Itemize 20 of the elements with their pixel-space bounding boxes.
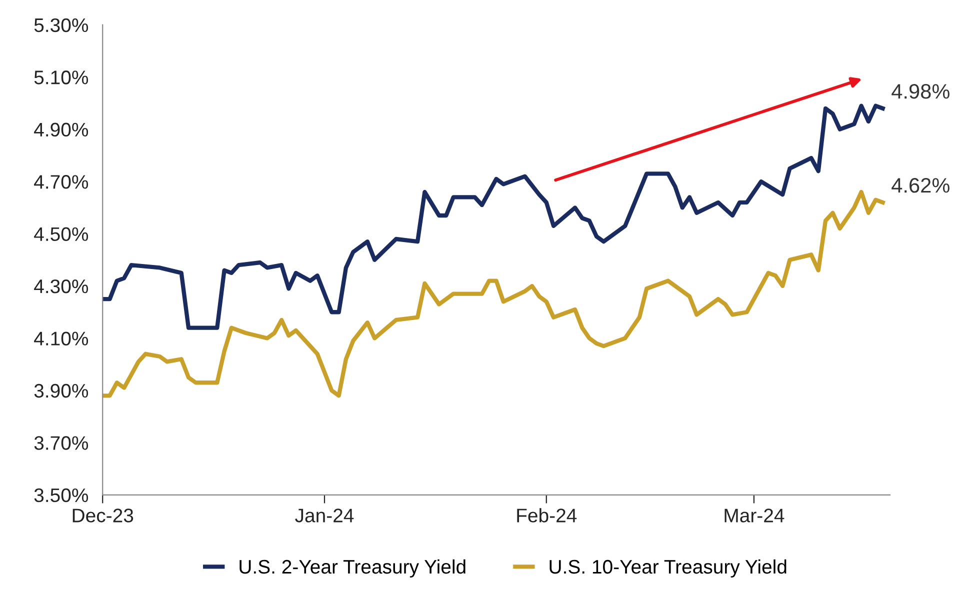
legend-label: U.S. 10-Year Treasury Yield <box>550 559 786 578</box>
legend-label: U.S. 2-Year Treasury Yield <box>240 559 466 578</box>
y-tick-label: 3.90% <box>34 384 88 398</box>
y-tick-label: 3.70% <box>34 436 88 450</box>
y-tick-label: 4.30% <box>34 279 88 294</box>
y-tick-label: 4.10% <box>34 332 88 346</box>
data-label: 4.62% <box>892 178 950 193</box>
line-series <box>102 104 885 330</box>
x-tick-label: Mar-24 <box>724 508 784 522</box>
x-tick-label: Dec-23 <box>72 508 134 522</box>
y-tick-label: 3.50% <box>34 488 88 502</box>
y-tick-label: 4.90% <box>34 122 88 137</box>
y-tick-label: 4.50% <box>34 227 88 242</box>
y-tick-label: 4.70% <box>34 175 88 189</box>
line-series <box>102 190 885 398</box>
data-label: 4.98% <box>892 84 950 99</box>
x-tick-label: Jan-24 <box>295 508 354 522</box>
y-tick-label: 5.10% <box>34 70 88 84</box>
x-tick-label: Feb-24 <box>517 508 577 522</box>
y-tick-label: 5.30% <box>34 18 88 32</box>
